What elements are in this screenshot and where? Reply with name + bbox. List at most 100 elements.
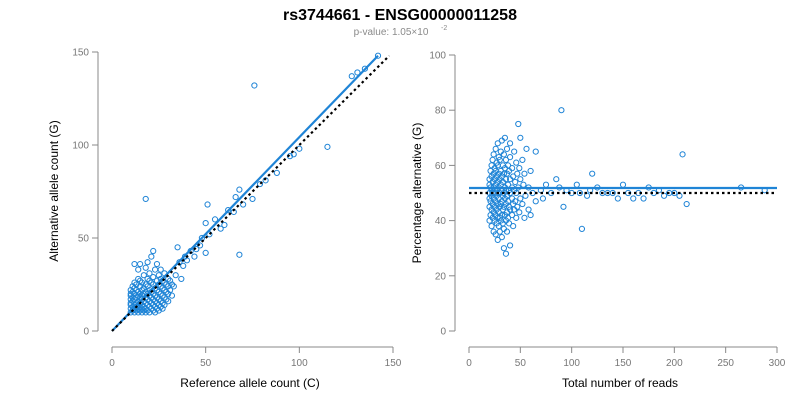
data-point: [133, 281, 140, 288]
y-tick-label: 100: [429, 51, 446, 62]
data-point: [583, 192, 591, 199]
y-tick-label: 50: [78, 234, 90, 245]
data-point: [135, 305, 142, 312]
x-tick-label: 250: [717, 358, 734, 369]
data-point: [174, 244, 181, 251]
p-value-subtitle: p-value: 1.05×10: [354, 27, 429, 38]
data-point: [348, 73, 355, 80]
data-point: [144, 259, 151, 266]
data-point: [168, 292, 176, 299]
data-point: [517, 176, 524, 183]
data-point: [232, 193, 239, 201]
data-point: [150, 247, 157, 255]
data-point: [517, 134, 524, 141]
data-point: [172, 272, 179, 279]
data-point: [191, 253, 198, 260]
data-point: [131, 305, 138, 312]
data-point: [140, 307, 147, 314]
data-point: [499, 206, 506, 213]
data-point: [506, 206, 514, 213]
data-point: [500, 245, 508, 252]
data-point: [506, 154, 514, 161]
data-point: [513, 159, 520, 166]
data-point: [527, 211, 534, 219]
data-point: [178, 275, 185, 283]
data-point: [140, 272, 147, 279]
data-point: [532, 198, 539, 205]
y-tick-label: 0: [83, 327, 89, 338]
data-point: [511, 148, 518, 155]
data-point: [150, 273, 157, 281]
data-point: [202, 220, 209, 227]
data-point: [498, 234, 505, 241]
data-point: [683, 200, 690, 208]
data-point: [515, 120, 522, 128]
data-point: [560, 203, 567, 210]
data-point: [512, 198, 519, 205]
data-point: [527, 167, 534, 175]
data-point: [155, 272, 162, 279]
data-point: [609, 189, 616, 197]
data-point: [137, 260, 144, 268]
data-point: [137, 290, 144, 297]
data-point: [630, 195, 637, 202]
data-point: [502, 156, 510, 163]
data-point: [161, 294, 168, 301]
data-point: [142, 281, 149, 288]
data-point: [138, 309, 146, 316]
data-point: [161, 301, 168, 309]
data-point: [225, 207, 232, 214]
data-point: [506, 140, 514, 147]
data-point: [146, 277, 153, 284]
data-point: [142, 309, 149, 316]
data-point: [640, 195, 647, 202]
data-point: [505, 203, 513, 210]
y-tick-label: 40: [435, 216, 447, 227]
data-point: [155, 296, 162, 303]
data-point: [159, 300, 166, 307]
y-tick-label: 150: [72, 48, 89, 59]
data-point: [148, 253, 155, 260]
data-point: [510, 223, 517, 230]
data-point: [163, 288, 170, 296]
data-point: [159, 292, 166, 299]
data-point: [576, 189, 583, 197]
data-point: [202, 249, 209, 256]
data-point: [153, 294, 161, 301]
data-point: [251, 82, 258, 89]
data-point: [354, 69, 361, 76]
data-point: [157, 290, 164, 297]
data-point: [148, 279, 155, 286]
data-point: [240, 201, 247, 208]
data-point: [129, 307, 136, 314]
data-point: [660, 192, 668, 199]
data-point: [137, 277, 144, 284]
x-axis-label: Total number of reads: [562, 376, 678, 390]
x-tick-label: 300: [769, 358, 786, 369]
data-point: [140, 285, 147, 292]
data-point: [488, 223, 495, 230]
data-point: [204, 201, 211, 208]
data-point: [539, 195, 547, 202]
p-value-exponent: -2: [441, 25, 447, 32]
data-point: [521, 170, 528, 177]
data-point: [163, 296, 170, 303]
x-tick-label: 50: [200, 358, 212, 369]
data-point: [142, 264, 149, 271]
data-point: [151, 292, 159, 299]
data-point: [671, 189, 678, 197]
data-point: [146, 270, 153, 277]
data-point: [142, 195, 149, 203]
data-point: [138, 286, 146, 294]
data-point: [273, 169, 280, 176]
data-point: [514, 203, 521, 210]
data-point: [494, 236, 501, 244]
x-tick-label: 50: [515, 358, 527, 369]
data-point: [501, 134, 509, 141]
data-point: [170, 283, 177, 290]
data-point: [525, 206, 532, 213]
y-tick-label: 0: [440, 327, 446, 338]
p-value-times: ×: [411, 27, 417, 38]
data-point: [133, 294, 140, 301]
